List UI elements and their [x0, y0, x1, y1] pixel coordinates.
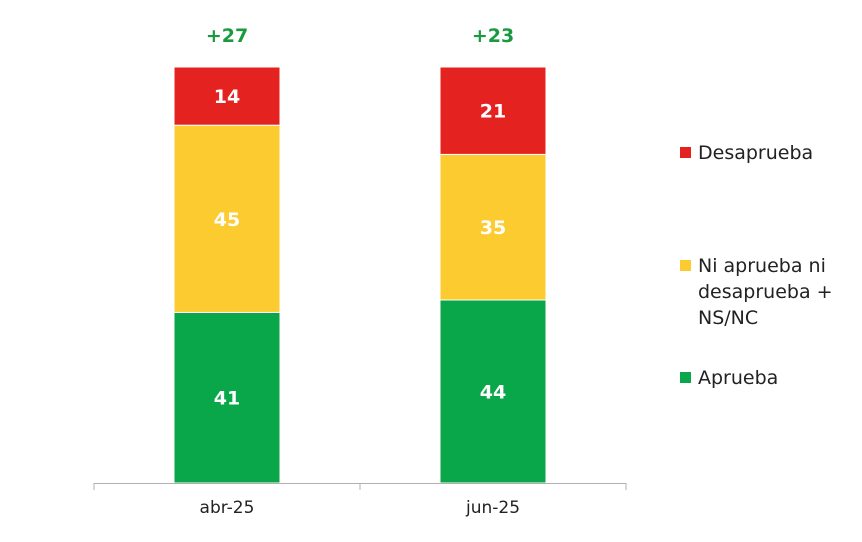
legend-label-aprueba: Aprueba — [698, 367, 779, 389]
bar-aprueba-jun-25 — [439, 299, 547, 484]
data-label-desaprueba-jun-25: 21 — [480, 101, 506, 123]
bar-ni-jun-25 — [439, 153, 547, 301]
legend-item-desaprueba: Desaprueba — [680, 140, 860, 166]
data-label-aprueba-jun-25: 44 — [480, 382, 506, 404]
legend-label-desaprueba: Desaprueba — [698, 142, 814, 164]
legend-swatch-ni-aprueba — [680, 260, 691, 271]
data-label-aprueba-abr-25: 41 — [214, 388, 240, 410]
net-label-jun-25: +23 — [472, 25, 514, 47]
legend-label-ni-aprueba: Ni aprueba ni desaprueba + NS/NC — [698, 255, 833, 329]
data-label-desaprueba-abr-25: 14 — [214, 86, 240, 108]
legend-swatch-desaprueba — [680, 147, 691, 158]
bar-ni-abr-25 — [173, 124, 281, 313]
legend-swatch-aprueba — [680, 372, 691, 383]
net-label-abr-25: +27 — [206, 25, 248, 47]
data-label-ni-jun-25: 35 — [480, 217, 506, 239]
bar-desaprueba-abr-25 — [173, 66, 281, 126]
x-tick-label-abr-25: abr-25 — [200, 498, 255, 518]
legend-item-aprueba: Aprueba — [680, 365, 860, 391]
data-label-ni-abr-25: 45 — [214, 209, 240, 231]
bar-desaprueba-jun-25 — [439, 66, 547, 155]
x-tick-label-jun-25: jun-25 — [465, 498, 520, 518]
bar-aprueba-abr-25 — [173, 311, 281, 484]
legend-item-ni-aprueba: Ni aprueba ni desaprueba + NS/NC — [680, 253, 860, 331]
